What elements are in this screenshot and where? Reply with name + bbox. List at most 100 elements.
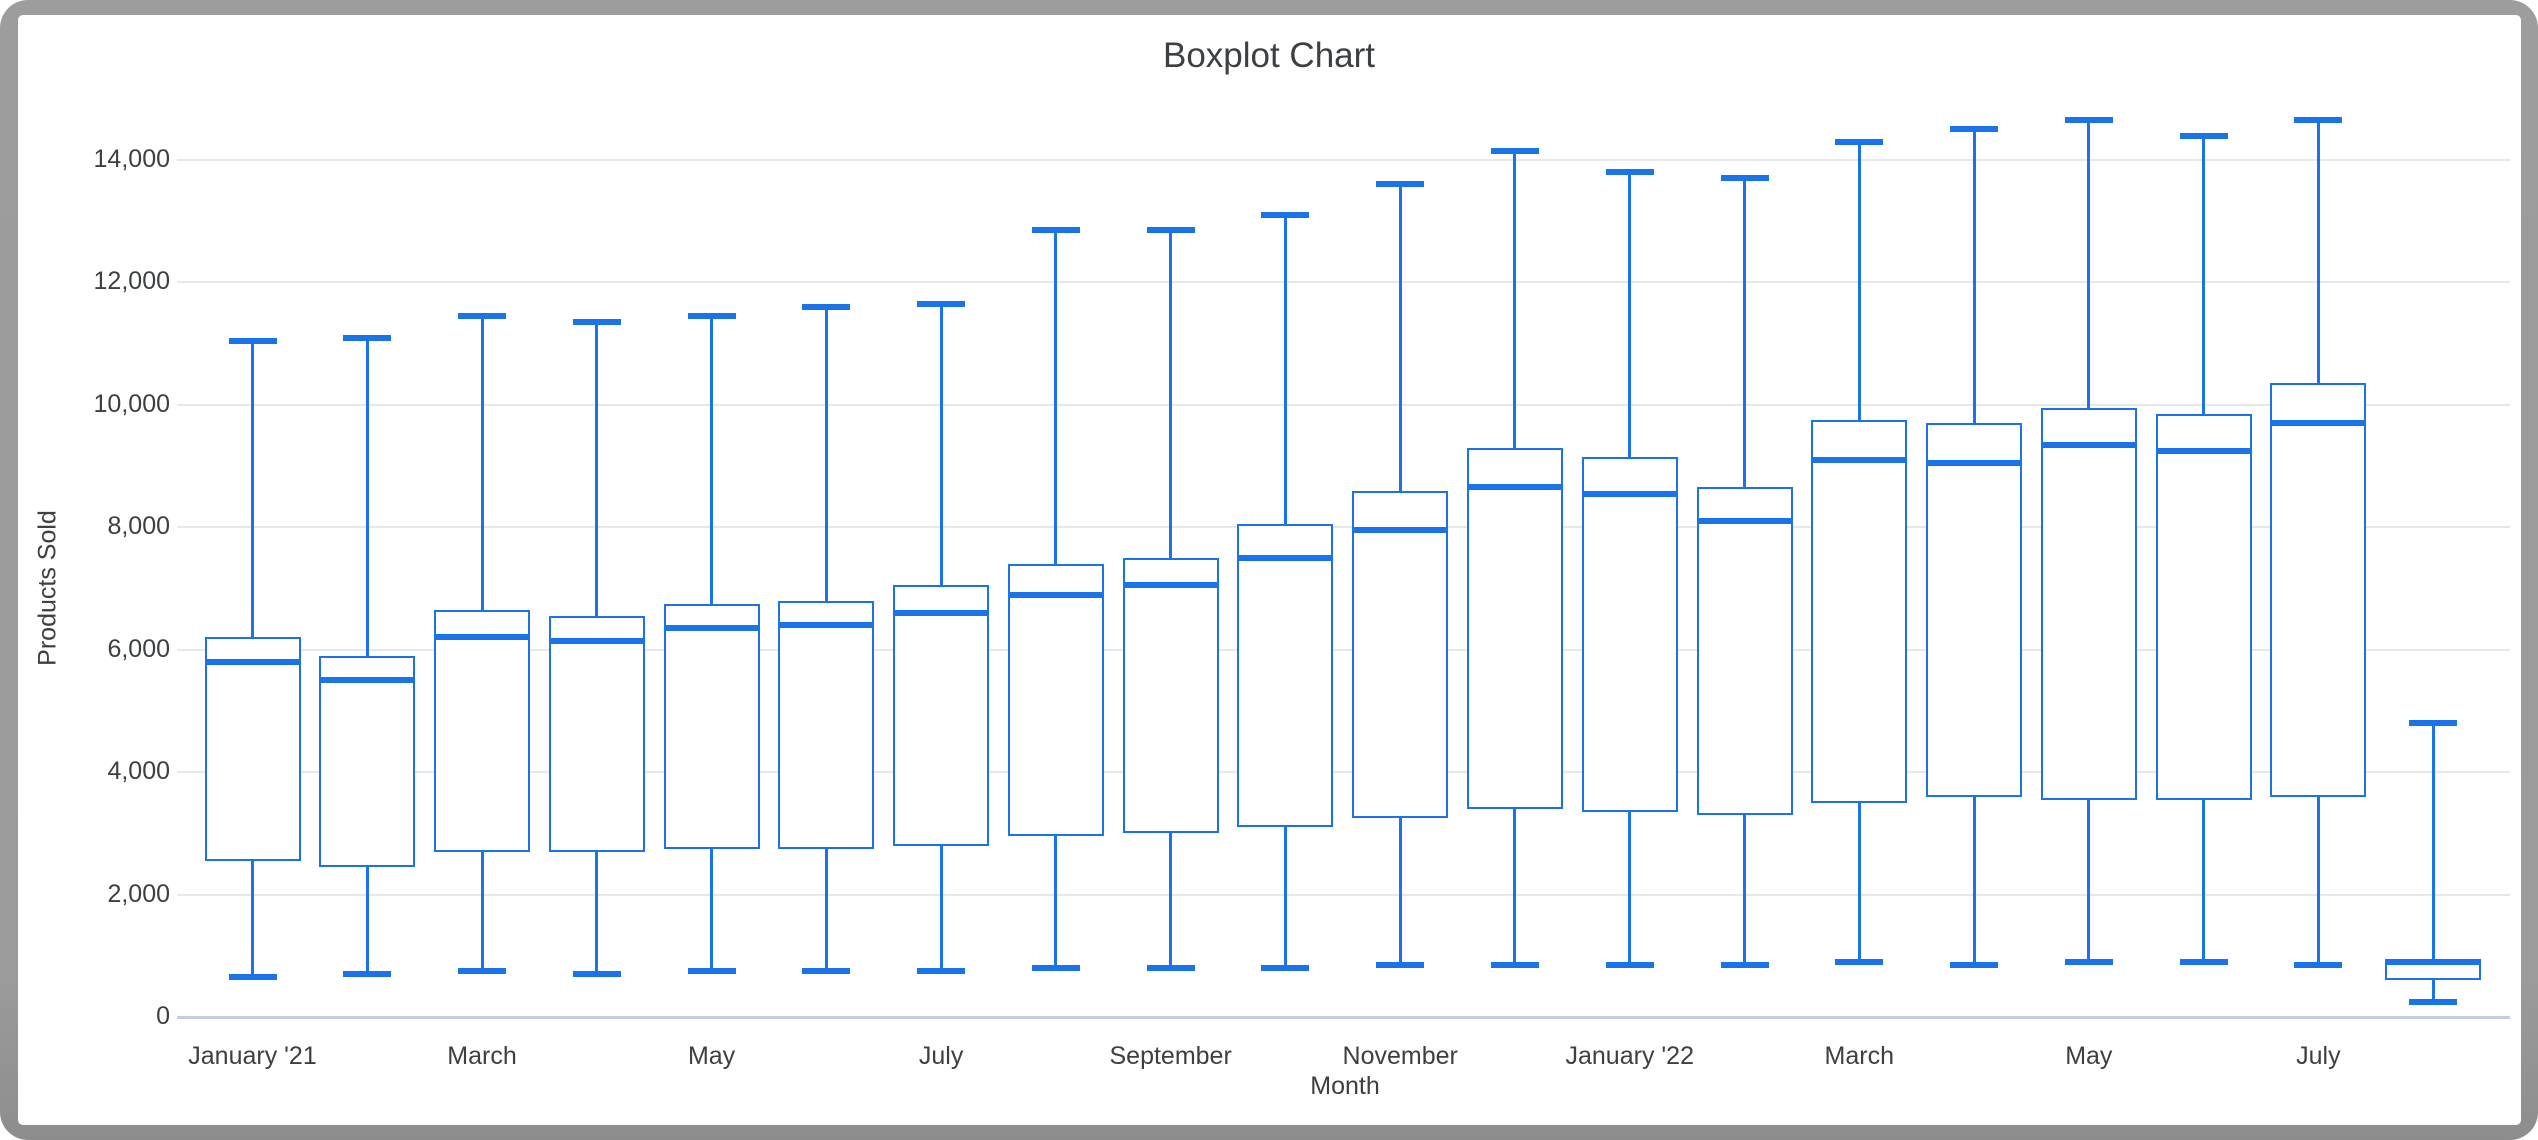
gridline (177, 159, 2510, 161)
iqr-box (434, 609, 531, 852)
whisker-min-cap (802, 968, 851, 975)
whisker-max-cap (1031, 227, 1080, 234)
gridline (177, 771, 2510, 774)
gridline (177, 893, 2510, 896)
whisker-upper-stem (1054, 230, 1058, 564)
whisker-lower-stem (824, 848, 828, 972)
whisker-min-cap (1835, 958, 1884, 965)
whisker-upper-stem (1398, 184, 1402, 491)
whisker-lower-stem (2316, 796, 2320, 965)
whisker-min-cap (1720, 961, 1769, 968)
whisker-max-cap (1490, 147, 1539, 154)
whisker-upper-stem (1169, 230, 1173, 558)
whisker-max-cap (1146, 227, 1195, 234)
whisker-max-cap (687, 313, 736, 320)
iqr-box (2155, 414, 2252, 800)
whisker-lower-stem (480, 851, 484, 972)
iqr-box (663, 603, 760, 849)
boxplot-october-21[interactable] (1237, 212, 1334, 974)
median-line (204, 658, 301, 665)
iqr-box (1352, 490, 1449, 819)
boxplot-july-21[interactable] (893, 300, 990, 977)
median-line (2385, 958, 2482, 965)
whisker-min-cap (343, 971, 392, 978)
boxplot-march-21[interactable] (434, 313, 531, 977)
iqr-box (2270, 383, 2367, 797)
median-line (2040, 441, 2137, 448)
whisker-lower-stem (939, 845, 943, 972)
boxplot-april-22[interactable] (1926, 126, 2023, 971)
boxplot-august-21[interactable] (1007, 227, 1104, 974)
whisker-min-cap (1950, 961, 1999, 968)
whisker-upper-stem (595, 322, 599, 617)
whisker-min-cap (1146, 965, 1195, 972)
iqr-box (1007, 564, 1104, 837)
whisker-lower-stem (1628, 811, 1632, 965)
x-tick-label: March (1824, 1042, 1894, 1070)
iqr-box (1811, 420, 1908, 803)
boxplot-february-21[interactable] (319, 334, 416, 981)
whisker-max-cap (917, 300, 966, 307)
boxplot-may-21[interactable] (663, 313, 760, 977)
boxplot-april-21[interactable] (548, 319, 645, 980)
whisker-upper-stem (1743, 178, 1746, 488)
boxplot-february-22[interactable] (1696, 175, 1793, 971)
boxplot-january-22[interactable] (1581, 169, 1678, 971)
median-line (434, 634, 531, 641)
whisker-max-cap (572, 319, 621, 326)
whisker-lower-stem (1054, 836, 1058, 969)
whisker-min-cap (2179, 958, 2228, 965)
boxplot-july-22[interactable] (2270, 117, 2367, 971)
boxplot-january-21[interactable] (204, 337, 301, 984)
x-tick-label: May (2065, 1042, 2113, 1070)
whisker-max-cap (802, 303, 851, 310)
boxplot-may-22[interactable] (2040, 117, 2137, 968)
whisker-upper-stem (1628, 172, 1632, 457)
boxplot-march-22[interactable] (1811, 138, 1908, 968)
whisker-min-cap (1031, 965, 1080, 972)
whisker-upper-stem (939, 303, 943, 586)
whisker-min-cap (917, 968, 966, 975)
boxplot-december-21[interactable] (1466, 147, 1563, 971)
whisker-upper-stem (2431, 723, 2435, 959)
median-line (1926, 460, 2023, 466)
median-line (1466, 484, 1563, 491)
y-tick-label: 14,000 (93, 145, 170, 173)
chart-title: Boxplot Chart (1162, 36, 1376, 75)
y-tick-label: 2,000 (107, 879, 170, 908)
x-tick-label: July (918, 1042, 964, 1070)
whisker-upper-stem (1972, 129, 1976, 424)
x-tick-label: January '21 (188, 1042, 317, 1070)
boxplot-june-21[interactable] (778, 303, 875, 977)
x-tick-label: January '22 (1565, 1042, 1694, 1070)
median-line (1007, 591, 1104, 598)
median-line (1122, 582, 1219, 589)
whisker-max-cap (1376, 181, 1425, 188)
x-axis-title: Month (1310, 1072, 1380, 1100)
y-tick-label: 0 (156, 1002, 170, 1030)
whisker-lower-stem (710, 848, 714, 972)
boxplot-august-22[interactable] (2385, 720, 2482, 1008)
boxplot-november-21[interactable] (1352, 181, 1449, 970)
whisker-upper-stem (1283, 215, 1287, 525)
boxplot-september-21[interactable] (1122, 227, 1219, 974)
whisker-max-cap (343, 334, 392, 341)
whisker-min-cap (2409, 998, 2458, 1005)
boxplot-june-22[interactable] (2155, 132, 2252, 968)
whisker-min-cap (228, 974, 277, 981)
whisker-upper-stem (480, 316, 484, 610)
whisker-lower-stem (2087, 799, 2091, 962)
whisker-max-cap (1950, 126, 1999, 133)
gridline (177, 281, 2510, 284)
whisker-upper-stem (710, 316, 714, 604)
whisker-upper-stem (824, 306, 828, 601)
median-line (319, 677, 416, 684)
whisker-min-cap (1376, 961, 1425, 968)
whisker-min-cap (2064, 958, 2113, 965)
whisker-lower-stem (1857, 802, 1861, 962)
whisker-min-cap (1490, 961, 1539, 968)
whisker-min-cap (572, 971, 621, 978)
median-line (893, 609, 990, 616)
whisker-lower-stem (1169, 833, 1173, 968)
